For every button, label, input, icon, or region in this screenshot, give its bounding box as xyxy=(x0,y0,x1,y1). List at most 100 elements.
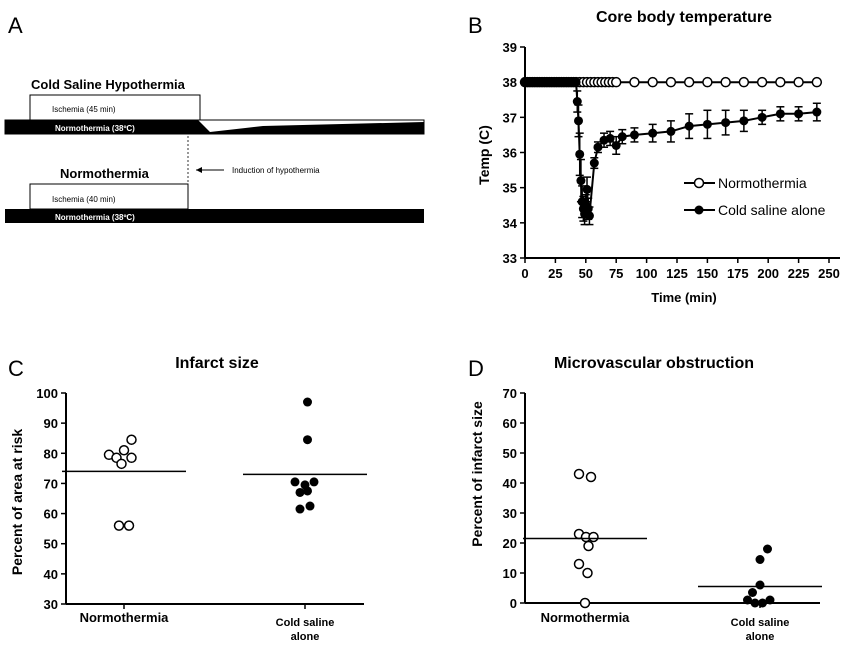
x-tick-label: 100 xyxy=(636,266,658,281)
data-point xyxy=(583,540,594,552)
data-point xyxy=(582,184,592,194)
induction-arrowhead xyxy=(196,167,202,173)
data-point xyxy=(605,133,615,143)
y-tick-label: 39 xyxy=(503,40,517,55)
data-point xyxy=(290,477,300,487)
data-point xyxy=(758,598,767,608)
panel-c: C Infarct size 30 40 50 60 70 80 90 100 Percent… xyxy=(8,355,367,643)
y-tick-label: 50 xyxy=(503,446,517,461)
y-tick-label: 70 xyxy=(503,386,517,401)
data-point xyxy=(743,595,752,605)
data-point xyxy=(295,504,305,514)
y-tick-label: 20 xyxy=(503,536,517,551)
series-line-cold-saline xyxy=(525,81,817,216)
data-point xyxy=(617,132,627,142)
data-point xyxy=(811,76,823,88)
x-tick-label: 125 xyxy=(666,266,688,281)
data-point xyxy=(295,487,305,497)
y-tick-label: 35 xyxy=(503,181,517,196)
data-point xyxy=(721,118,731,128)
x-tick-label: 225 xyxy=(788,266,810,281)
data-point xyxy=(579,597,591,609)
normo-bar-label-top: Normothermia (38ºC) xyxy=(55,124,135,133)
data-point xyxy=(303,397,312,407)
core-temp-ylabel: Temp (C) xyxy=(476,125,492,185)
legend-label-normothermia: Normothermia xyxy=(718,175,807,191)
data-point xyxy=(610,76,622,88)
data-point xyxy=(739,116,749,126)
data-point xyxy=(574,116,584,126)
data-point xyxy=(305,501,315,511)
data-point xyxy=(775,76,786,88)
chart-title-core-temp: Core body temperature xyxy=(596,9,772,26)
normothermia-title: Normothermia xyxy=(60,166,150,181)
y-tick-label: 100 xyxy=(36,386,58,401)
x-tick-label: 25 xyxy=(548,266,562,281)
data-point xyxy=(573,468,585,480)
data-point xyxy=(763,544,772,554)
y-tick-label: 80 xyxy=(44,446,58,461)
y-tick-label: 40 xyxy=(44,567,58,582)
data-point xyxy=(126,434,137,445)
data-point xyxy=(584,211,594,221)
y-tick-label: 36 xyxy=(503,146,517,161)
y-tick-label: 70 xyxy=(44,476,58,491)
data-point xyxy=(794,109,804,119)
data-point xyxy=(629,130,639,140)
data-point xyxy=(303,486,312,496)
data-point xyxy=(589,158,599,168)
y-tick-label: 33 xyxy=(503,251,517,266)
induction-label: Induction of hypothermia xyxy=(232,166,320,175)
legend-marker-cold-saline xyxy=(694,205,704,215)
data-point xyxy=(575,149,585,159)
cold-saline-temp-bar xyxy=(5,120,424,134)
data-point xyxy=(793,76,804,88)
x-tick-label: 75 xyxy=(609,266,623,281)
data-point xyxy=(812,107,822,117)
mvo-points xyxy=(523,468,822,609)
data-point xyxy=(611,140,621,150)
infarct-points xyxy=(62,397,367,531)
data-point xyxy=(665,76,677,88)
data-point xyxy=(683,76,695,88)
data-point xyxy=(765,595,775,605)
cold-saline-title: Cold Saline Hypothermia xyxy=(31,77,186,92)
infarct-category-cold-saline-l2: alone xyxy=(291,631,320,643)
data-point xyxy=(757,112,767,122)
data-point xyxy=(684,121,694,131)
y-tick-label: 10 xyxy=(503,566,517,581)
data-point xyxy=(573,558,585,570)
x-tick-label: 50 xyxy=(579,266,593,281)
legend-label-cold-saline: Cold saline alone xyxy=(718,202,826,218)
panel-d: D Microvascular obstruction 0 10 20 30 40 50 6… xyxy=(468,355,822,643)
y-tick-label: 60 xyxy=(503,416,517,431)
data-point xyxy=(720,76,731,88)
chart-title-mvo: Microvascular obstruction xyxy=(554,355,754,372)
normothermia-temp-bar xyxy=(5,209,424,223)
data-point xyxy=(755,555,765,564)
data-point xyxy=(116,458,127,470)
x-tick-label: 175 xyxy=(727,266,749,281)
normo-bar-label-bottom: Normothermia (38ºC) xyxy=(55,213,135,222)
ischemia-45-box xyxy=(29,94,201,121)
data-point xyxy=(588,531,599,543)
infarct-category-normothermia: Normothermia xyxy=(80,610,170,625)
data-point xyxy=(750,598,760,608)
y-tick-label: 38 xyxy=(503,75,517,90)
infarct-ylabel: Percent of area at risk xyxy=(9,429,25,576)
x-tick-label: 150 xyxy=(697,266,719,281)
y-tick-label: 30 xyxy=(503,506,517,521)
infarct-category-cold-saline-l1: Cold saline xyxy=(276,617,335,629)
ischemia-45-label: Ischemia (45 min) xyxy=(52,105,116,114)
y-tick-label: 40 xyxy=(503,476,517,491)
y-tick-label: 30 xyxy=(44,597,58,612)
core-temp-axes: 33 34 35 36 37 38 39 0 25 50 75 100 125 150 175 200 225 2… xyxy=(503,40,840,281)
y-tick-label: 34 xyxy=(503,216,518,231)
y-tick-label: 50 xyxy=(44,537,58,552)
panel-d-letter: D xyxy=(468,356,484,381)
data-point xyxy=(702,119,712,129)
legend-marker-normothermia xyxy=(693,177,705,189)
panel-b: B Core body temperature 33 34 35 36 37 38 39 0 2… xyxy=(468,9,840,305)
mvo-axes: 0 10 20 30 40 50 60 70 xyxy=(503,386,820,611)
